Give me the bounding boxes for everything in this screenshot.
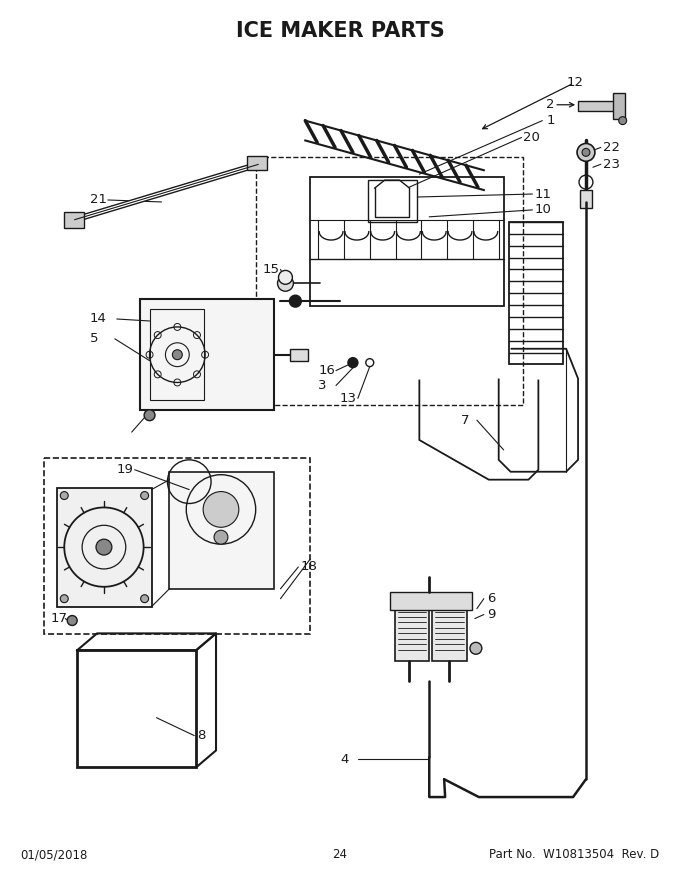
Text: 21: 21 <box>90 194 107 207</box>
Text: 3: 3 <box>318 379 326 392</box>
Text: 18: 18 <box>301 561 317 574</box>
Bar <box>290 348 308 361</box>
Circle shape <box>173 349 182 360</box>
Text: 5: 5 <box>90 333 99 345</box>
Bar <box>77 650 197 767</box>
Bar <box>613 93 625 119</box>
Circle shape <box>619 117 627 125</box>
Text: ICE MAKER PARTS: ICE MAKER PARTS <box>236 21 444 41</box>
Text: 19: 19 <box>117 463 134 476</box>
Bar <box>310 177 504 306</box>
Text: 10: 10 <box>534 203 551 216</box>
Text: 01/05/2018: 01/05/2018 <box>20 848 88 862</box>
Circle shape <box>577 143 595 161</box>
Text: 20: 20 <box>524 131 541 144</box>
Circle shape <box>61 492 68 500</box>
Text: 6: 6 <box>487 592 495 605</box>
Circle shape <box>141 595 148 603</box>
Text: 16: 16 <box>318 364 335 377</box>
Text: 4: 4 <box>340 753 348 766</box>
Circle shape <box>203 492 239 527</box>
Text: 8: 8 <box>197 729 205 742</box>
Bar <box>57 488 152 606</box>
Text: 22: 22 <box>603 141 620 154</box>
Bar <box>150 309 204 400</box>
Bar <box>65 212 84 228</box>
Bar <box>247 157 267 170</box>
Text: 17: 17 <box>50 612 67 625</box>
Circle shape <box>61 595 68 603</box>
Circle shape <box>96 539 112 555</box>
Bar <box>509 222 563 363</box>
Text: 7: 7 <box>461 414 469 427</box>
Bar <box>368 180 418 222</box>
Text: 11: 11 <box>534 187 551 201</box>
Circle shape <box>214 531 228 544</box>
Bar <box>432 606 467 661</box>
Bar <box>580 190 592 208</box>
Text: Part No.  W10813504  Rev. D: Part No. W10813504 Rev. D <box>489 848 660 862</box>
Circle shape <box>582 149 590 157</box>
Text: 2: 2 <box>546 99 555 111</box>
Text: 14: 14 <box>90 312 107 326</box>
Bar <box>394 606 429 661</box>
Bar <box>169 472 273 589</box>
Circle shape <box>144 410 155 421</box>
Text: 15: 15 <box>262 263 279 276</box>
Bar <box>256 158 524 406</box>
Text: 1: 1 <box>546 114 555 127</box>
Circle shape <box>279 270 292 284</box>
Text: 13: 13 <box>340 392 357 405</box>
Text: 23: 23 <box>603 158 620 171</box>
Circle shape <box>141 492 148 500</box>
Text: 24: 24 <box>333 848 347 862</box>
Circle shape <box>67 615 77 626</box>
Bar <box>390 591 472 610</box>
Circle shape <box>470 642 482 654</box>
Circle shape <box>290 295 301 307</box>
Bar <box>139 299 273 410</box>
Text: 12: 12 <box>566 77 583 90</box>
Circle shape <box>348 357 358 368</box>
Bar <box>578 101 617 111</box>
Circle shape <box>277 275 293 291</box>
Bar <box>44 458 310 634</box>
Text: 9: 9 <box>487 608 495 621</box>
